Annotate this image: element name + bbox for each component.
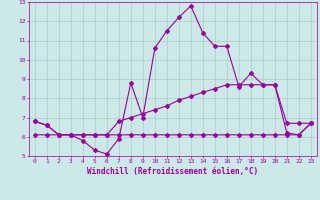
X-axis label: Windchill (Refroidissement éolien,°C): Windchill (Refroidissement éolien,°C) <box>87 167 258 176</box>
